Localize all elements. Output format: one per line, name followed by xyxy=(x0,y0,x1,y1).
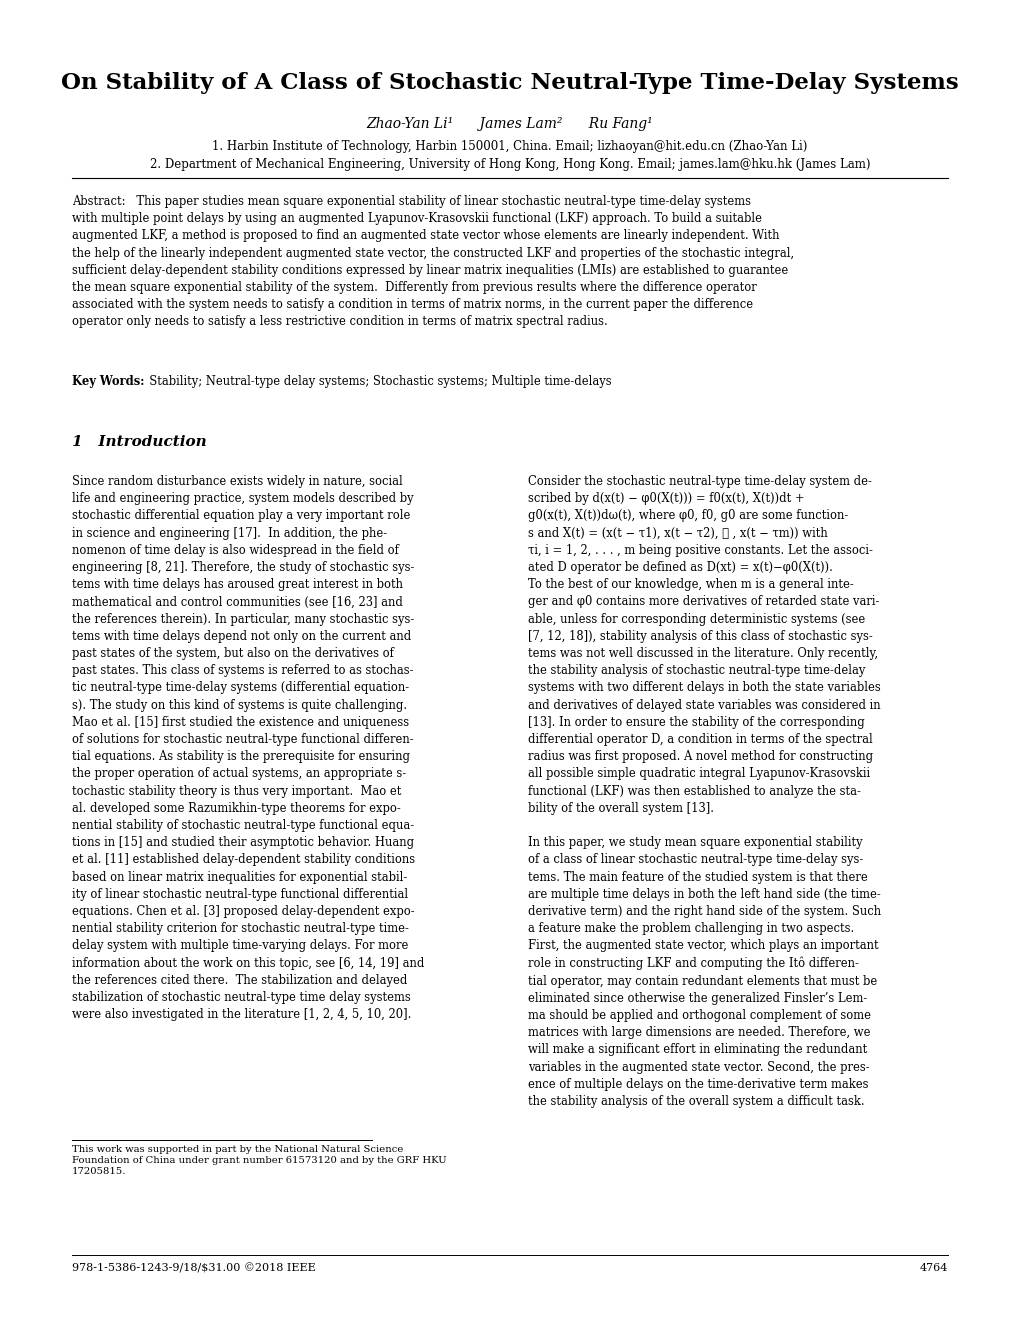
Text: This work was supported in part by the National Natural Science
Foundation of Ch: This work was supported in part by the N… xyxy=(72,1144,446,1176)
Text: Consider the stochastic neutral-type time-delay system de-
scribed by d(x(t) − φ: Consider the stochastic neutral-type tim… xyxy=(528,475,880,1107)
Text: 978-1-5386-1243-9/18/$31.00 ©2018 IEEE: 978-1-5386-1243-9/18/$31.00 ©2018 IEEE xyxy=(72,1263,316,1274)
Text: 1. Harbin Institute of Technology, Harbin 150001, China. Email; lizhaoyan@hit.ed: 1. Harbin Institute of Technology, Harbi… xyxy=(212,140,807,153)
Text: Zhao-Yan Li¹      James Lam²      Ru Fang¹: Zhao-Yan Li¹ James Lam² Ru Fang¹ xyxy=(366,117,653,131)
Text: Abstract:   This paper studies mean square exponential stability of linear stoch: Abstract: This paper studies mean square… xyxy=(72,195,794,329)
Text: Since random disturbance exists widely in nature, social
life and engineering pr: Since random disturbance exists widely i… xyxy=(72,475,424,1022)
Text: On Stability of A Class of Stochastic Neutral-Type Time-Delay Systems: On Stability of A Class of Stochastic Ne… xyxy=(61,73,958,94)
Text: 4764: 4764 xyxy=(919,1263,947,1272)
Text: 2. Department of Mechanical Engineering, University of Hong Kong, Hong Kong. Ema: 2. Department of Mechanical Engineering,… xyxy=(150,158,869,172)
Text: 1   Introduction: 1 Introduction xyxy=(72,436,207,449)
Text: Stability; Neutral-type delay systems; Stochastic systems; Multiple time-delays: Stability; Neutral-type delay systems; S… xyxy=(142,375,611,388)
Text: Key Words:: Key Words: xyxy=(72,375,145,388)
